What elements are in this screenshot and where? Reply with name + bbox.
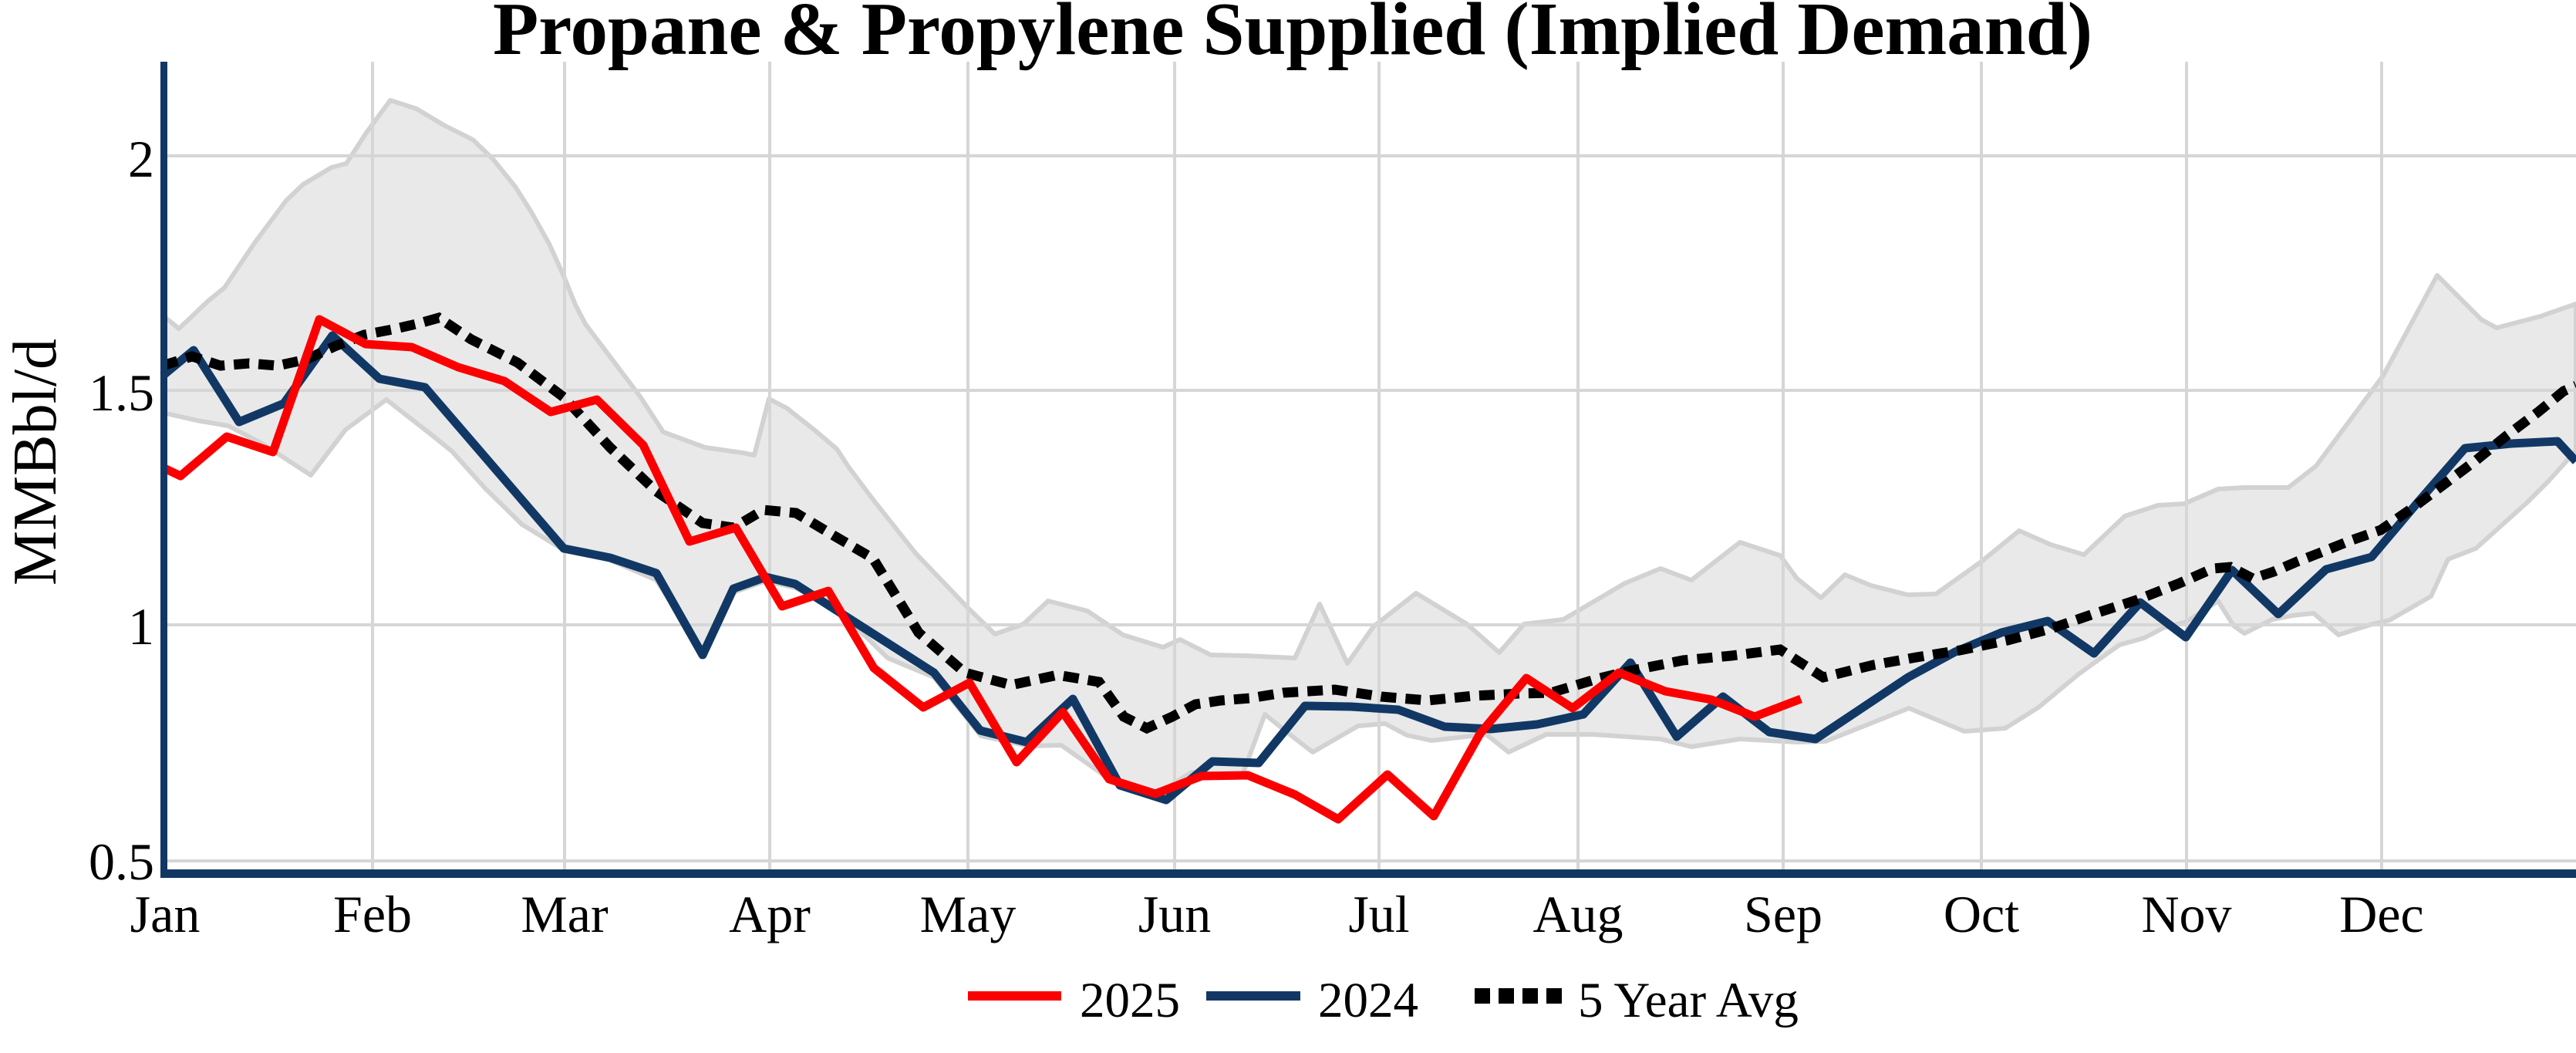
svg-text:Jan: Jan [130, 885, 201, 943]
svg-text:Propane & Propylene Supplied (: Propane & Propylene Supplied (Implied De… [493, 0, 2092, 70]
svg-text:2025: 2025 [1080, 973, 1180, 1028]
svg-text:Aug: Aug [1532, 885, 1623, 943]
svg-text:Oct: Oct [1944, 885, 2019, 943]
svg-text:2024: 2024 [1318, 973, 1418, 1028]
svg-text:Nov: Nov [2141, 885, 2231, 943]
svg-text:May: May [920, 885, 1017, 943]
svg-text:0.5: 0.5 [89, 832, 154, 891]
svg-text:Sep: Sep [1744, 885, 1822, 943]
svg-text:5 Year Avg: 5 Year Avg [1578, 973, 1799, 1028]
svg-text:Feb: Feb [333, 885, 412, 943]
svg-text:2: 2 [128, 130, 154, 188]
svg-text:Jul: Jul [1348, 885, 1409, 943]
svg-text:MMBbl/d: MMBbl/d [2, 339, 69, 586]
svg-text:Apr: Apr [729, 885, 811, 943]
svg-text:Mar: Mar [521, 885, 609, 943]
svg-text:1: 1 [128, 597, 154, 656]
svg-text:Dec: Dec [2339, 885, 2423, 943]
svg-text:Jun: Jun [1138, 885, 1211, 943]
svg-text:1.5: 1.5 [89, 363, 154, 422]
